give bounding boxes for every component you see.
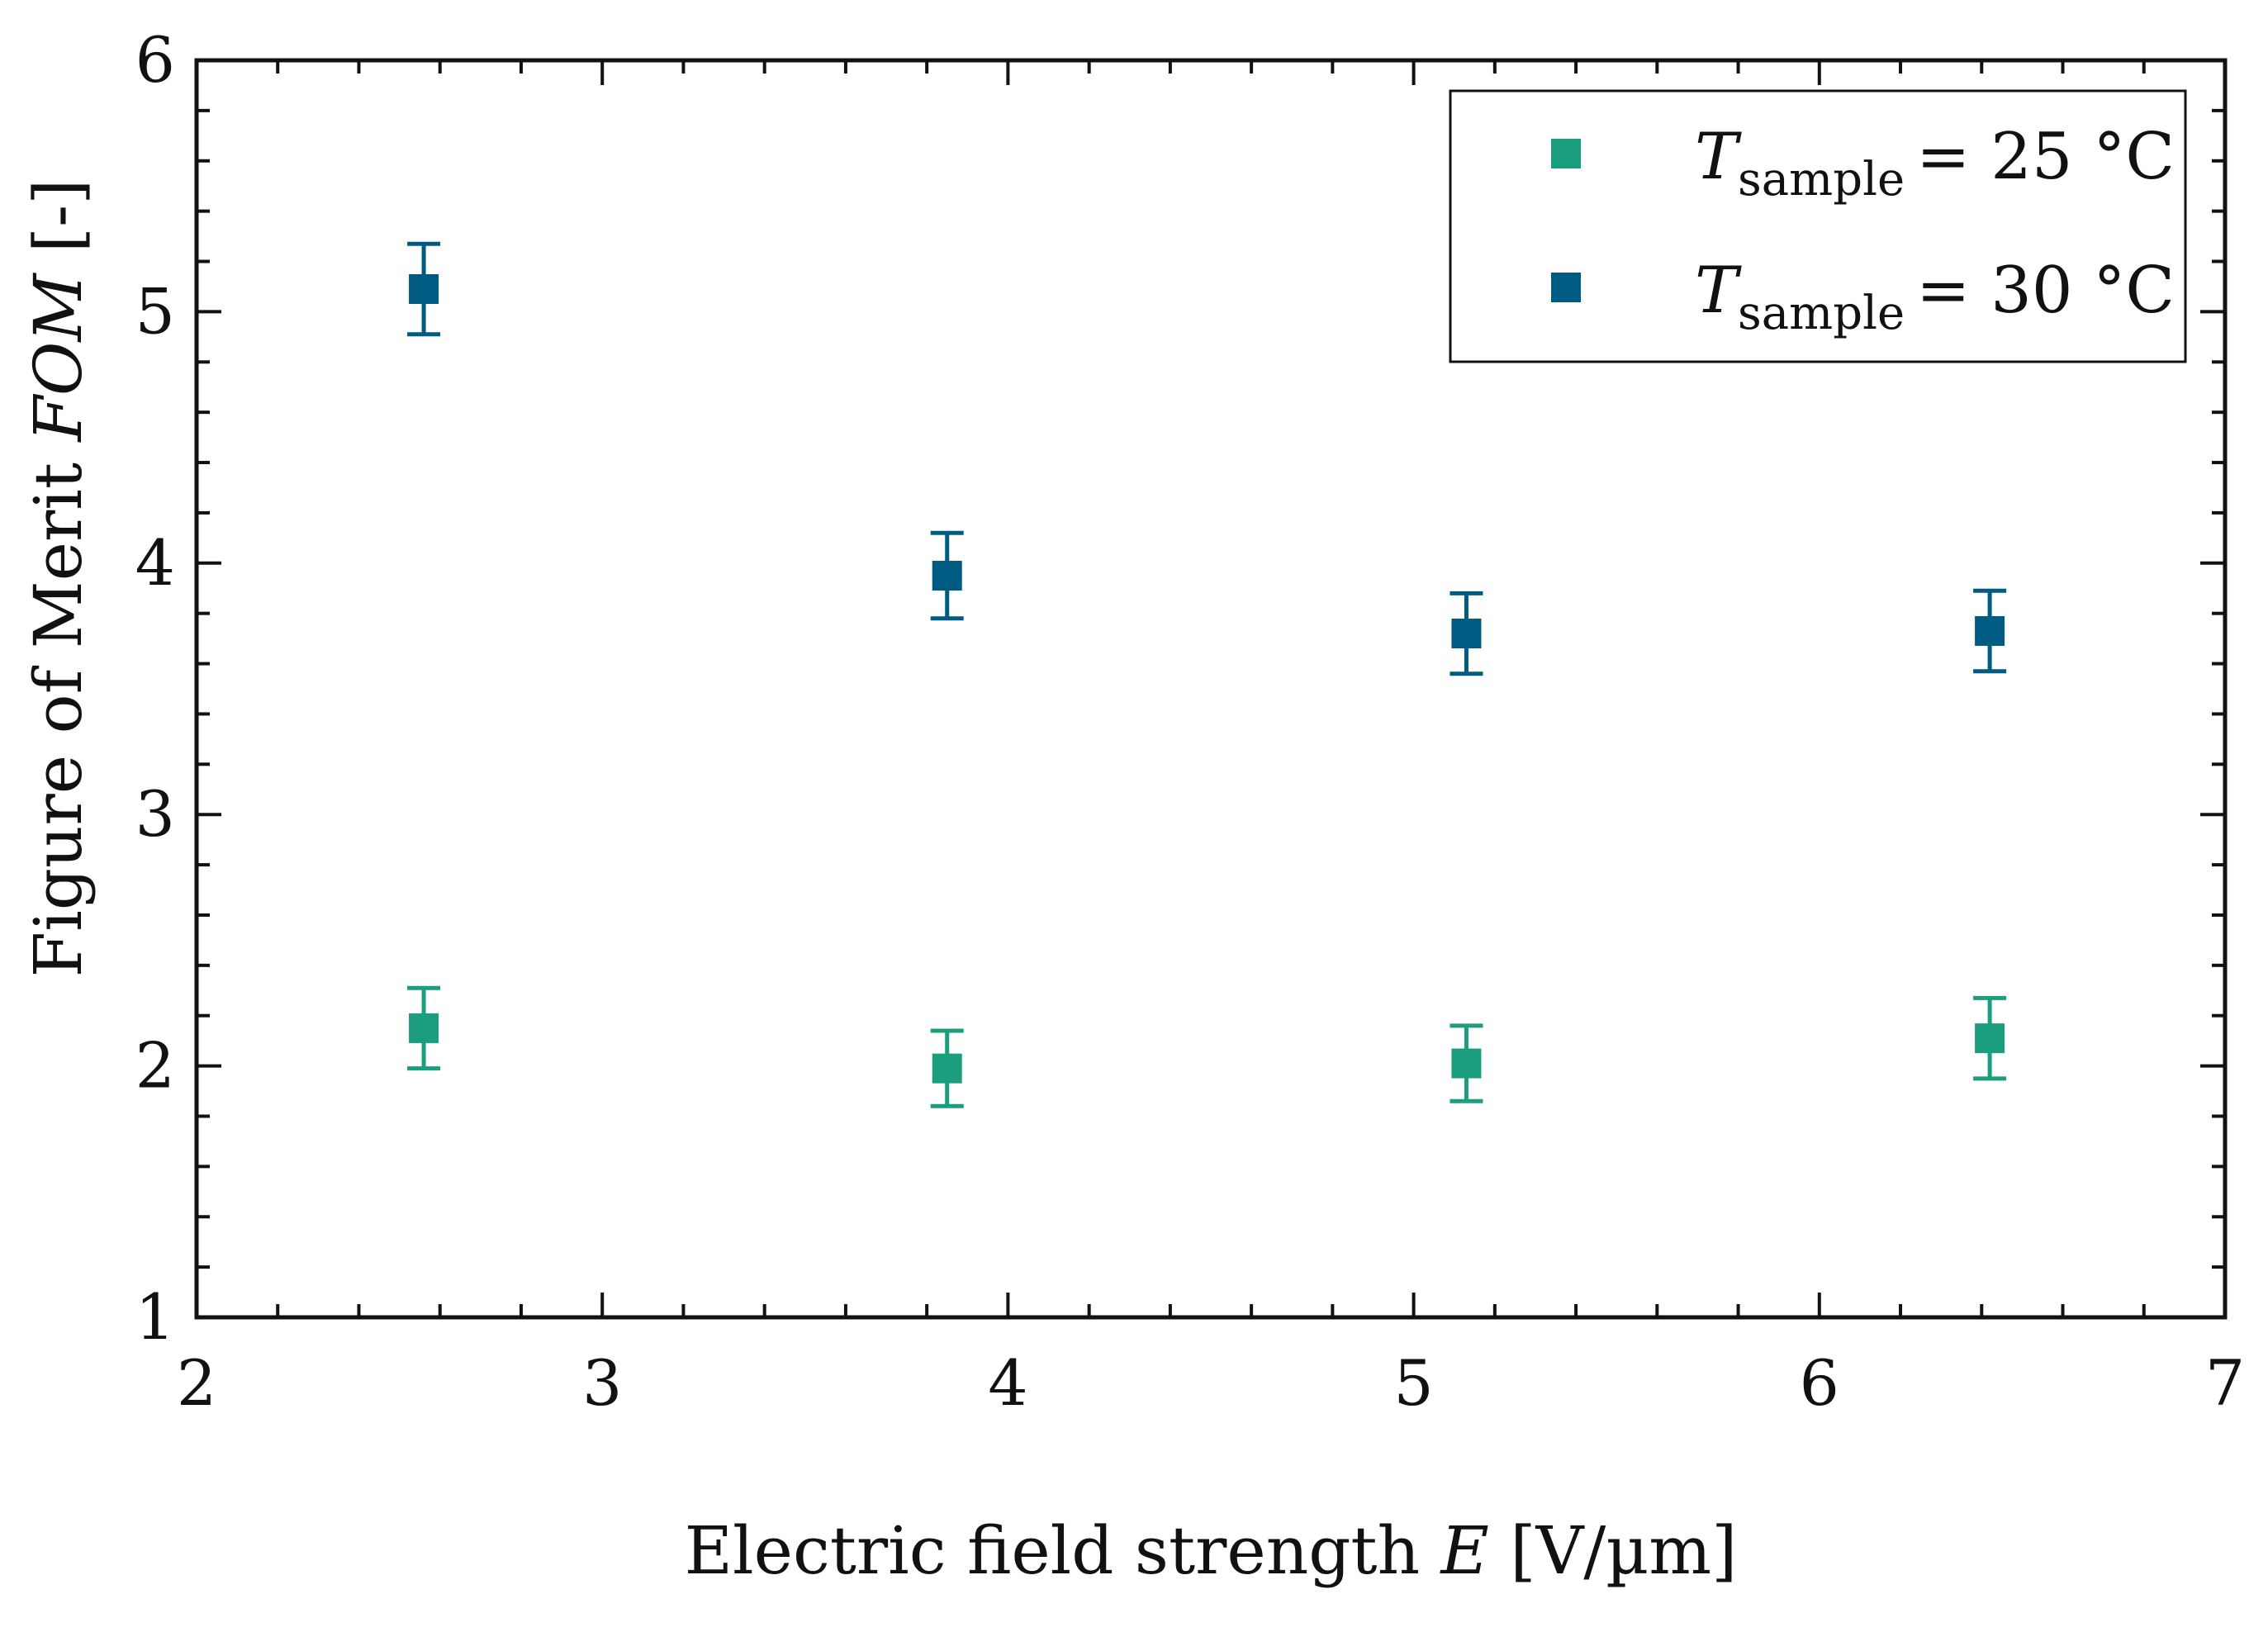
series-0 <box>407 985 2007 1108</box>
y-axis-label: Figure of Merit FOM [-] <box>20 179 97 978</box>
data-points <box>407 241 2007 1108</box>
y-tick-label: 6 <box>135 23 175 97</box>
data-point <box>932 1053 962 1084</box>
x-tick-label: 4 <box>988 1346 1027 1420</box>
x-tick-label: 7 <box>2205 1346 2245 1420</box>
x-tick-label: 6 <box>1800 1346 1839 1420</box>
x-axis-label: Electric field strength E [V/µm] <box>685 1512 1738 1589</box>
y-tick-label: 3 <box>135 777 175 851</box>
legend-entry-30c: Tsample = 30 °C <box>1551 254 2175 340</box>
legend-entry-25c: Tsample = 25 °C <box>1551 120 2175 206</box>
legend-label-30c: Tsample = 30 °C <box>1695 254 2175 340</box>
data-point <box>1975 615 2005 646</box>
legend-label-25c: Tsample = 25 °C <box>1695 120 2175 206</box>
data-point <box>932 561 962 591</box>
legend-box <box>1449 89 2187 363</box>
series-1 <box>407 241 2007 676</box>
data-point <box>1451 1048 1482 1079</box>
x-tick-label: 2 <box>177 1346 216 1420</box>
legend-marker-25c <box>1551 139 1581 168</box>
y-tick-label: 4 <box>135 526 175 600</box>
y-tick-label: 2 <box>135 1029 175 1103</box>
legend: Tsample = 25 °C Tsample = 30 °C <box>1449 89 2187 363</box>
data-point <box>409 1013 439 1043</box>
data-point <box>1975 1023 2005 1054</box>
y-tick-label: 5 <box>135 274 175 348</box>
data-point <box>1451 619 1482 649</box>
data-point <box>409 274 439 305</box>
x-tick-label: 3 <box>582 1346 622 1420</box>
y-tick-label: 1 <box>135 1280 175 1354</box>
plot-area-frame <box>194 58 2228 1320</box>
legend-marker-30c <box>1551 273 1581 302</box>
x-tick-label: 5 <box>1393 1346 1433 1420</box>
